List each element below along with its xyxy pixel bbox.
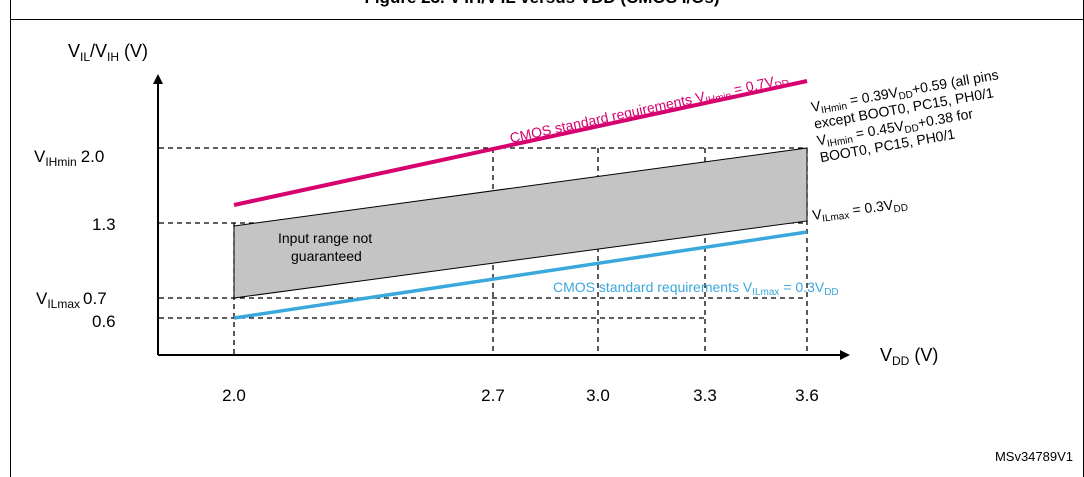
region-label-line1: Input range not — [278, 230, 372, 246]
region-label-line2: guaranteed — [291, 248, 362, 264]
vilmax-formula-annotation: VILmax = 0.3VDD — [811, 195, 908, 226]
figure-title-cut: Figure 23. V IH/V IL versus VDD (CMOS I/… — [0, 0, 1084, 8]
cmos-vihmin-annotation: CMOS standard requirements VIHmin = 0.7V… — [508, 70, 790, 149]
input-range-not-guaranteed-band — [233, 147, 808, 299]
y-tick-1.3: 1.3 — [92, 215, 116, 234]
title-rule — [10, 19, 1084, 20]
y-tick-vilmax: VILmax 0.7 — [36, 289, 107, 311]
y-tick-vihmin: VIHmin 2.0 — [34, 147, 104, 169]
cmos-vilmax-line — [233, 230, 808, 320]
figure-id: MSv34789V1 — [995, 449, 1073, 464]
x-tick-3.6: 3.6 — [795, 386, 819, 405]
x-tick-3.3: 3.3 — [693, 386, 717, 405]
vihmin-formula-annotations: VIHmin = 0.39VDD+0.59 (all pins except B… — [810, 66, 1000, 165]
y-tick-0.6: 0.6 — [92, 312, 116, 331]
y-axis-label: VIL/VIH (V) — [68, 41, 148, 64]
x-tick-2.0: 2.0 — [222, 386, 246, 405]
x-tick-3.0: 3.0 — [586, 386, 610, 405]
x-axis-label: VDD (V) — [880, 345, 938, 368]
cmos-vilmax-annotation: CMOS standard requirements VILmax = 0.3V… — [553, 279, 839, 298]
cmos-vihmin-line — [233, 79, 808, 207]
x-tick-2.7: 2.7 — [481, 386, 505, 405]
